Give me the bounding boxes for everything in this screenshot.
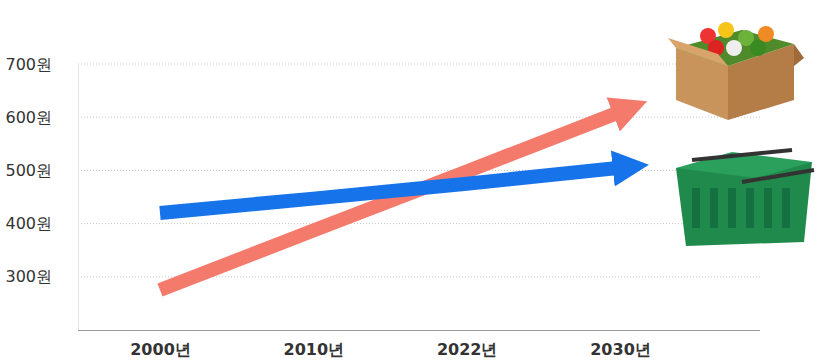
x-tick-label: 2010년 xyxy=(284,340,345,359)
x-tick: 2030년 xyxy=(590,330,651,359)
y-tick-label: 300원 xyxy=(5,267,52,286)
y-tick: 400원 xyxy=(5,214,78,233)
series-arrow xyxy=(160,112,620,290)
x-axis: 2000년 2010년 2022년 2030년 xyxy=(78,330,760,359)
y-tick-label: 600원 xyxy=(5,108,52,127)
y-axis-line xyxy=(78,65,79,331)
series-group xyxy=(160,112,620,290)
y-tick-label: 400원 xyxy=(5,214,52,233)
x-tick: 2010년 xyxy=(284,330,345,359)
y-tick: 300원 xyxy=(5,267,78,286)
x-tick-label: 2000년 xyxy=(130,340,191,359)
y-tick-label: 500원 xyxy=(5,161,52,180)
y-axis: 300원 400원 500원 600원 700원 xyxy=(5,55,78,331)
decoration xyxy=(668,22,814,246)
y-tick-label: 700원 xyxy=(5,55,52,74)
x-tick-label: 2022년 xyxy=(437,340,498,359)
chart: 300원 400원 500원 600원 700원 2000년 2010년 2022년 2030년 xyxy=(0,0,829,361)
grid-line xyxy=(78,117,760,118)
series-arrow xyxy=(160,168,620,213)
x-axis-line xyxy=(78,330,760,331)
grid xyxy=(78,64,760,277)
grid-line xyxy=(78,170,760,171)
grid-line xyxy=(78,64,760,65)
x-tick: 2022년 xyxy=(437,330,498,359)
y-tick: 700원 xyxy=(5,55,78,74)
basket xyxy=(676,150,814,246)
y-tick: 500원 xyxy=(5,161,78,180)
y-tick: 600원 xyxy=(5,108,78,127)
x-tick-label: 2030년 xyxy=(590,340,651,359)
grid-line xyxy=(78,223,760,224)
x-tick: 2000년 xyxy=(130,330,191,359)
produce-box xyxy=(668,22,804,120)
